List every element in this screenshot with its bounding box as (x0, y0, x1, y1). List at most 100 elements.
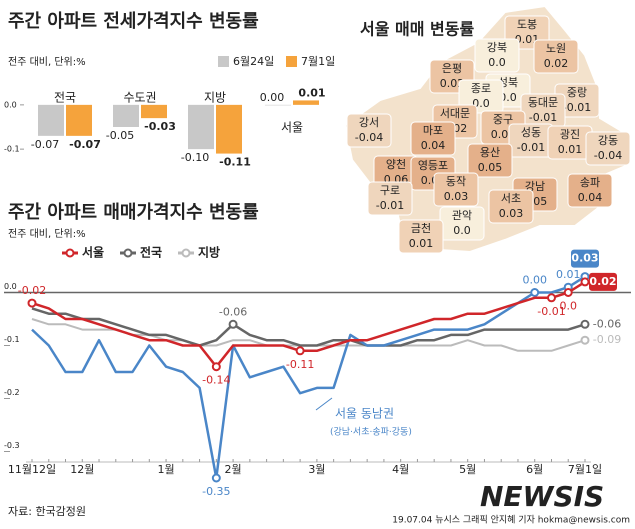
district-value: 0.02 (544, 57, 569, 70)
x-tick-label: 11월12일 (8, 462, 56, 476)
x-tick-label: 6월 (526, 463, 543, 476)
value-label: -0.07 (69, 138, 101, 151)
y-tick-label: 0.0 (4, 282, 17, 291)
district-value: -0.04 (355, 131, 383, 144)
value-label: 0.00 (260, 91, 285, 104)
district-name: 구로 (380, 184, 400, 197)
district-name: 강북 (487, 41, 507, 54)
district-name: 중구 (493, 113, 513, 126)
district (467, 143, 513, 178)
legend-swatch (286, 56, 297, 67)
point (211, 473, 221, 483)
bar (66, 104, 92, 136)
map-title: 서울 매매 변동률 (360, 20, 474, 39)
district-value: 0.03 (499, 207, 524, 220)
district-name: 금천 (411, 221, 431, 235)
value-label: -0.02 (18, 284, 46, 297)
district-value: 0.01 (558, 143, 583, 156)
legend-dot (123, 248, 133, 258)
label-box (571, 249, 599, 268)
bar (216, 104, 242, 154)
point (580, 335, 590, 345)
district (398, 219, 444, 254)
category-label: 서울 (281, 121, 303, 135)
chart-title: 주간 아파트 매매가격지수 변동률 (8, 202, 259, 223)
point (530, 288, 540, 297)
district-value: 0.0 (499, 91, 517, 104)
district-value: -0.01 (563, 101, 591, 114)
x-tick-label: 4월 (392, 463, 409, 476)
x-tick-label: 12월 (70, 463, 94, 476)
value-label: -0.07 (31, 138, 59, 151)
value-label: 0.01 (556, 268, 581, 281)
legend-label: 전국 (140, 245, 162, 260)
x-tick-label: 2월 (225, 463, 242, 476)
district-name: 양천 (386, 157, 406, 171)
value-label: -0.10 (181, 151, 209, 164)
credit: 19.07.04 뉴시스 그래픽 안지혜 기자 hokma@newsis.com (392, 514, 630, 526)
bar (141, 104, 167, 119)
x-tick-label: 5월 (459, 463, 476, 476)
legend-label: 지방 (198, 245, 220, 260)
district (533, 39, 579, 74)
y-tick-label: -0.1 (4, 335, 20, 344)
legend-dot (65, 248, 75, 258)
legend-label: 서울 (82, 245, 104, 260)
value-label: -0.35 (202, 485, 230, 498)
bar (265, 104, 291, 106)
district-name: 서대문 (440, 107, 470, 120)
category-label: 수도권 (123, 91, 156, 105)
x-tick-label: 7월1일 (568, 462, 602, 476)
district-value: 0.01 (515, 33, 540, 46)
chart-title: 주간 아파트 전세가격지수 변동률 (8, 11, 259, 32)
point (295, 346, 305, 356)
value-label: -0.03 (144, 120, 176, 133)
legend-label: 6월24일 (233, 54, 274, 68)
bar (293, 100, 319, 105)
value-label: -0.11 (286, 358, 314, 371)
y-tick-label: -0.1 (4, 145, 20, 154)
district-value: -0.04 (594, 149, 622, 162)
district (433, 172, 479, 207)
annotation-arrow (315, 397, 333, 411)
y-tick-label: 0.0 (4, 100, 17, 109)
district-value: 0.04 (421, 139, 446, 152)
point (211, 362, 221, 372)
district (410, 121, 456, 156)
point (228, 319, 238, 329)
district-name: 성동 (521, 126, 541, 139)
category-label: 전국 (54, 91, 76, 105)
district-name: 노원 (546, 42, 566, 55)
district-value: 0.01 (409, 237, 434, 250)
district-value: 0.03 (444, 190, 469, 203)
legend-label: 7월1일 (301, 54, 335, 68)
district-name: 강동 (598, 134, 618, 147)
bar (113, 104, 139, 127)
bar (188, 104, 214, 150)
district-name: 동작 (446, 175, 466, 188)
value-label: 0.01 (298, 86, 325, 99)
district-value: -0.01 (517, 141, 545, 154)
value-label: -0.05 (106, 129, 134, 142)
label-box (589, 272, 617, 291)
value-label: -0.06 (593, 317, 621, 330)
value-label: 0.03 (571, 252, 598, 265)
watermark: NEWSIS (480, 480, 604, 513)
district-name: 마포 (423, 124, 443, 137)
district-name: 용산 (480, 146, 500, 159)
y-tick-label: -0.2 (4, 388, 20, 397)
value-label: 0.00 (522, 274, 547, 287)
value-label: 0.02 (589, 275, 616, 288)
district (367, 181, 413, 216)
point (546, 293, 556, 303)
legend-swatch (218, 56, 229, 67)
district-name: 중랑 (567, 86, 587, 99)
series-line (31, 280, 586, 368)
district-name: 은평 (442, 62, 462, 75)
district (567, 173, 613, 208)
x-tick-label: 1월 (157, 463, 174, 476)
legend-dot (181, 248, 191, 258)
district-name: 서초 (501, 192, 521, 205)
district-name: 강서 (359, 116, 379, 129)
